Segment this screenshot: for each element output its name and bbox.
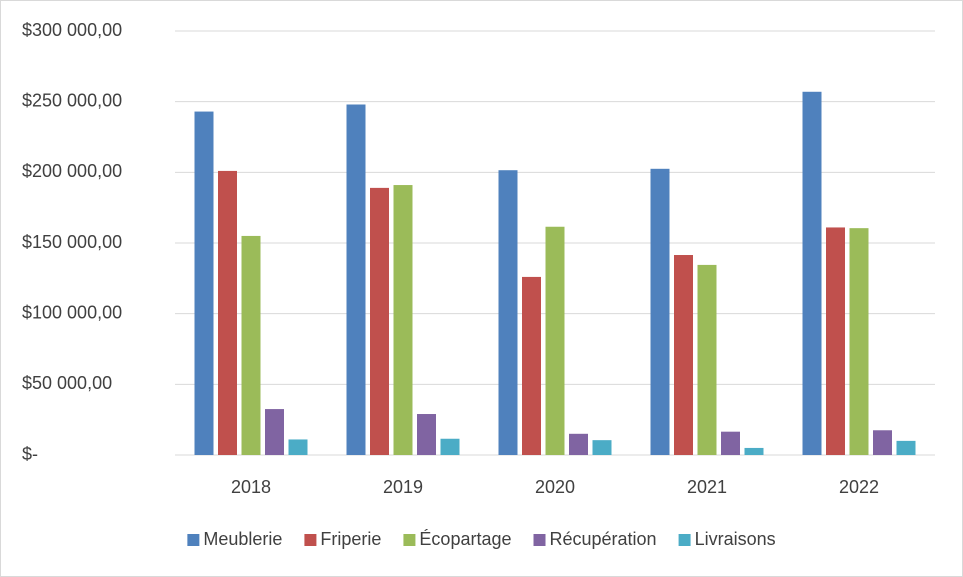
legend-swatch — [678, 534, 691, 546]
bar — [370, 187, 389, 455]
bar — [592, 440, 612, 455]
legend-label: Récupération — [550, 529, 657, 549]
legend-swatch — [187, 534, 200, 546]
y-tick-label: $150 000,00 — [22, 232, 122, 252]
y-tick-label: $- — [22, 444, 38, 464]
bar — [417, 414, 436, 455]
legend-label: Écopartage — [419, 529, 511, 549]
x-tick-label: 2018 — [231, 477, 271, 497]
bar — [522, 276, 541, 455]
bar — [721, 431, 740, 455]
y-tick-label: $200 000,00 — [22, 161, 122, 181]
bar — [849, 228, 869, 455]
legend-swatch — [403, 534, 416, 546]
bar — [802, 91, 822, 456]
bar — [498, 170, 518, 456]
y-tick-label: $300 000,00 — [22, 20, 122, 40]
bar — [744, 447, 764, 455]
bar — [826, 227, 845, 455]
bar — [569, 433, 588, 455]
legend-label: Meublerie — [203, 529, 282, 549]
bar — [650, 168, 670, 456]
y-tick-label: $250 000,00 — [22, 90, 122, 110]
legend-swatch — [304, 534, 317, 546]
bar — [896, 440, 916, 455]
bar — [440, 438, 460, 455]
x-tick-label: 2020 — [535, 477, 575, 497]
bar — [194, 111, 214, 455]
legend-label: Friperie — [320, 529, 381, 549]
bar — [265, 409, 284, 455]
bar — [346, 104, 366, 455]
legend-swatch — [533, 534, 546, 546]
bar — [288, 439, 308, 455]
x-tick-label: 2022 — [839, 477, 879, 497]
bar — [697, 264, 717, 455]
bar — [674, 255, 693, 455]
bar — [241, 235, 261, 455]
bar — [873, 430, 892, 455]
bar — [393, 185, 413, 455]
y-tick-label: $100 000,00 — [22, 302, 122, 322]
x-tick-label: 2019 — [383, 477, 423, 497]
legend-label: Livraisons — [695, 529, 776, 549]
bar — [218, 170, 237, 456]
y-tick-label: $50 000,00 — [22, 373, 112, 393]
x-tick-label: 2021 — [687, 477, 727, 497]
bar — [545, 226, 565, 455]
